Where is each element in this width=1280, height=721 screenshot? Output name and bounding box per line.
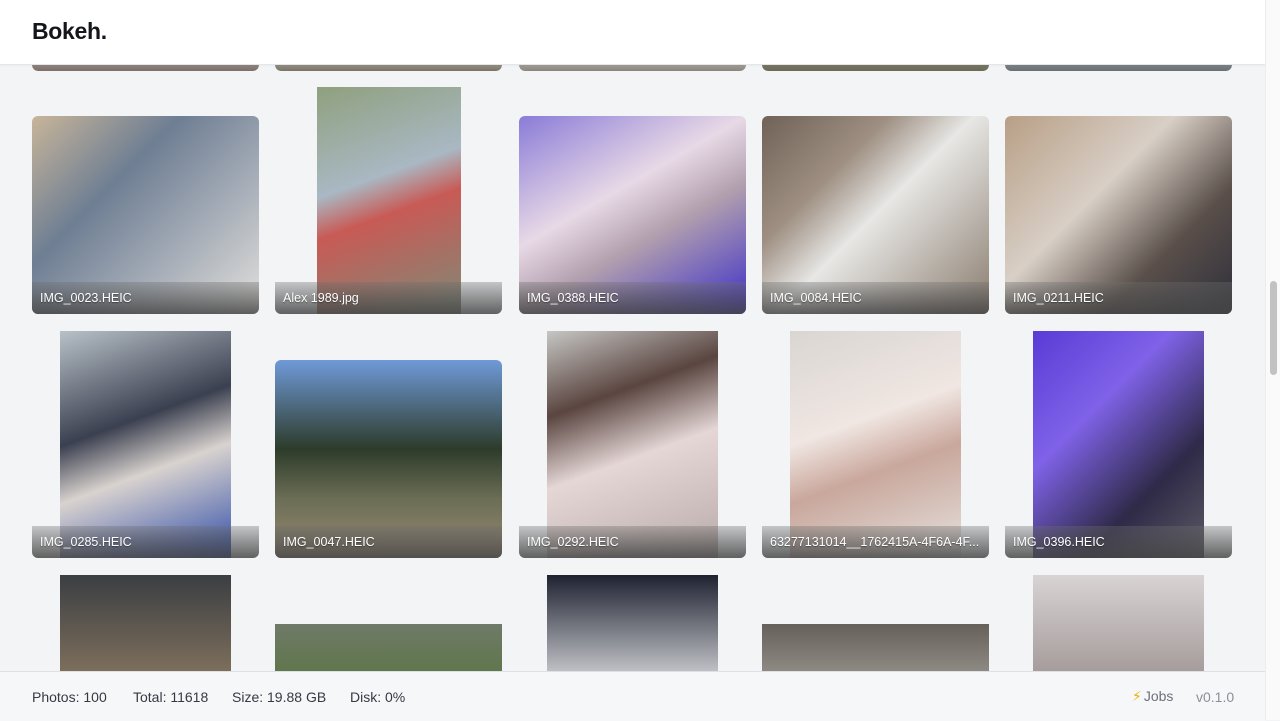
photo-filename: IMG_0023.HEIC (40, 291, 132, 305)
scrollbar-thumb[interactable] (1270, 281, 1277, 375)
photo-label-overlay: Alex 1989.jpg (275, 282, 502, 314)
photo-tile[interactable]: IMG_0396.HEIC (1005, 331, 1232, 558)
photo-label-overlay: IMG_0084.HEIC (762, 282, 989, 314)
photo-thumbnail (762, 116, 989, 314)
photo-thumbnail (547, 331, 718, 558)
photo-tile[interactable]: IMG_0388.HEIC (519, 116, 746, 314)
photo-tile[interactable]: IMG_0211.HEIC (1005, 116, 1232, 314)
total-count: Total: 11618 (133, 689, 209, 705)
photo-filename: 63277131014__1762415A-4F6A-4F... (770, 535, 980, 549)
photo-thumbnail (1033, 331, 1204, 558)
photo-tile-partial[interactable] (32, 575, 259, 671)
app-logo[interactable]: Bokeh. (32, 18, 107, 44)
photo-filename: IMG_0084.HEIC (770, 291, 862, 305)
photo-tile[interactable]: IMG_0084.HEIC (762, 116, 989, 314)
photo-tile[interactable]: IMG_0285.HEIC (32, 331, 259, 558)
photo-tile-partial[interactable] (519, 575, 746, 671)
photo-thumbnail (1033, 575, 1204, 671)
photo-filename: Alex 1989.jpg (283, 291, 359, 305)
photo-thumbnail (275, 65, 502, 71)
photo-thumbnail (275, 624, 502, 671)
photo-thumbnail (1005, 116, 1232, 314)
photo-label-overlay: IMG_0396.HEIC (1005, 526, 1232, 558)
lightning-bolt-icon: ⚡ (1132, 688, 1142, 704)
photo-tile[interactable]: IMG_0292.HEIC (519, 331, 746, 558)
photo-thumbnail (790, 331, 961, 558)
photos-count: Photos: 100 (32, 689, 107, 705)
photo-thumbnail (60, 331, 231, 558)
photo-thumbnail (1005, 65, 1232, 71)
jobs-link[interactable]: ⚡ Jobs (1132, 688, 1173, 705)
photo-thumbnail (32, 65, 259, 71)
jobs-label: Jobs (1143, 688, 1174, 704)
photo-filename: IMG_0211.HEIC (1013, 291, 1104, 305)
photo-tile[interactable]: IMG_0023.HEIC (32, 116, 259, 314)
storage-size: Size: 19.88 GB (232, 689, 327, 705)
photo-filename: IMG_0285.HEIC (40, 535, 132, 549)
photo-thumbnail (32, 116, 259, 314)
photo-tile[interactable]: 63277131014__1762415A-4F6A-4F... (762, 331, 989, 558)
photo-tile-partial[interactable] (519, 65, 746, 71)
photo-grid[interactable]: IMG_0023.HEIC Alex 1989.jpg IMG_0388.HEI… (0, 65, 1265, 671)
photo-label-overlay: IMG_0211.HEIC (1005, 282, 1232, 314)
photo-thumbnail (762, 65, 989, 71)
photo-thumbnail (275, 360, 502, 558)
photo-tile-partial[interactable] (275, 65, 502, 71)
photo-thumbnail (60, 575, 231, 671)
photo-tile-partial[interactable] (275, 624, 502, 671)
status-bar: Photos: 100 Total: 11618 Size: 19.88 GB … (0, 671, 1265, 721)
photo-tile[interactable]: Alex 1989.jpg (275, 87, 502, 314)
app-header: Bokeh. (0, 0, 1265, 65)
photo-label-overlay: 63277131014__1762415A-4F6A-4F... (762, 526, 989, 558)
vertical-scrollbar[interactable] (1265, 0, 1280, 720)
photo-filename: IMG_0047.HEIC (283, 535, 375, 549)
photo-tile-partial[interactable] (762, 624, 989, 671)
photo-label-overlay: IMG_0285.HEIC (32, 526, 259, 558)
photo-tile-partial[interactable] (1005, 65, 1232, 71)
photo-tile-partial[interactable] (32, 65, 259, 71)
photo-filename: IMG_0388.HEIC (527, 291, 619, 305)
photo-label-overlay: IMG_0023.HEIC (32, 282, 259, 314)
photo-tile-partial[interactable] (762, 65, 989, 71)
photo-tile[interactable]: IMG_0047.HEIC (275, 360, 502, 558)
app-version: v0.1.0 (1196, 689, 1235, 705)
photo-label-overlay: IMG_0292.HEIC (519, 526, 746, 558)
photo-thumbnail (762, 624, 989, 671)
photo-filename: IMG_0396.HEIC (1013, 535, 1105, 549)
photo-thumbnail (519, 116, 746, 314)
photo-label-overlay: IMG_0047.HEIC (275, 526, 502, 558)
disk-usage: Disk: 0% (350, 689, 406, 705)
photo-thumbnail (317, 87, 461, 314)
photo-thumbnail (547, 575, 718, 671)
photo-filename: IMG_0292.HEIC (527, 535, 619, 549)
photo-label-overlay: IMG_0388.HEIC (519, 282, 746, 314)
photo-thumbnail (519, 65, 746, 71)
photo-tile-partial[interactable] (1005, 575, 1232, 671)
